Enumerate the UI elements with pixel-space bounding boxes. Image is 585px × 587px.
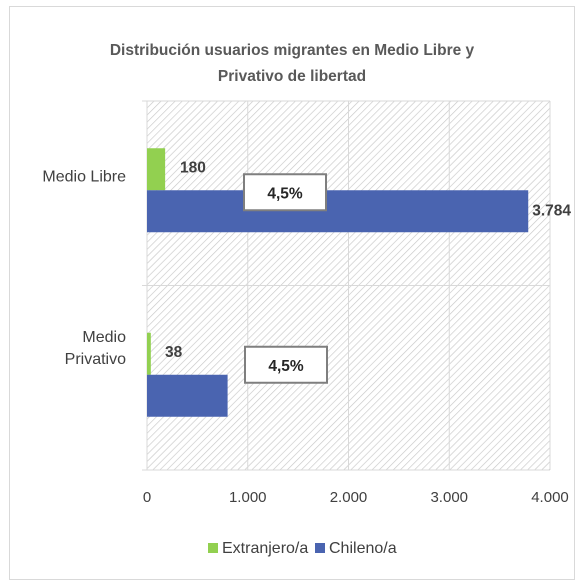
- bar-extranjero-1: [147, 332, 151, 375]
- bar-extranjero-0: [147, 148, 166, 191]
- data-labels: 180 3.784 38: [165, 159, 571, 361]
- bars: [147, 148, 529, 417]
- x-tick-label-0: 0: [143, 489, 151, 506]
- data-label-extranjero-0: 180: [180, 159, 206, 176]
- chart-title-line-2: Privativo de libertad: [218, 68, 366, 85]
- annotations: 4,5% 4,5%: [243, 173, 328, 384]
- bar-chileno-0: [147, 190, 529, 233]
- annotation-box-1: [244, 345, 328, 384]
- x-tick-label-2: 2.000: [330, 489, 368, 506]
- annotation-text-0: 4,5%: [267, 185, 303, 202]
- legend-label-chileno: Chileno/a: [329, 540, 397, 557]
- chart-title-line-1: Distribución usuarios migrantes en Medio…: [110, 42, 475, 59]
- legend-swatch-extranjero: [208, 543, 218, 553]
- bar-chileno-1: [147, 374, 228, 417]
- annotation-box-0: [243, 173, 327, 212]
- legend: Extranjero/a Chileno/a: [208, 540, 397, 557]
- x-tick-label-3: 3.000: [430, 489, 468, 506]
- data-label-extranjero-1: 38: [165, 344, 183, 361]
- legend-label-extranjero: Extranjero/a: [222, 540, 308, 557]
- x-tick-label-4: 4.000: [531, 489, 569, 506]
- x-tick-label-1: 1.000: [229, 489, 267, 506]
- annotation-text-1: 4,5%: [268, 358, 304, 375]
- x-axis-ticks: 0 1.000 2.000 3.000 4.000: [143, 489, 569, 506]
- category-labels: Medio Libre Medio Privativo: [42, 168, 126, 368]
- category-label-1-line-1: Privativo: [65, 351, 126, 368]
- category-label-0-line-0: Medio Libre: [42, 168, 126, 185]
- legend-swatch-chileno: [315, 543, 325, 553]
- category-label-1-line-0: Medio: [82, 329, 126, 346]
- data-label-chileno-0: 3.784: [532, 202, 571, 219]
